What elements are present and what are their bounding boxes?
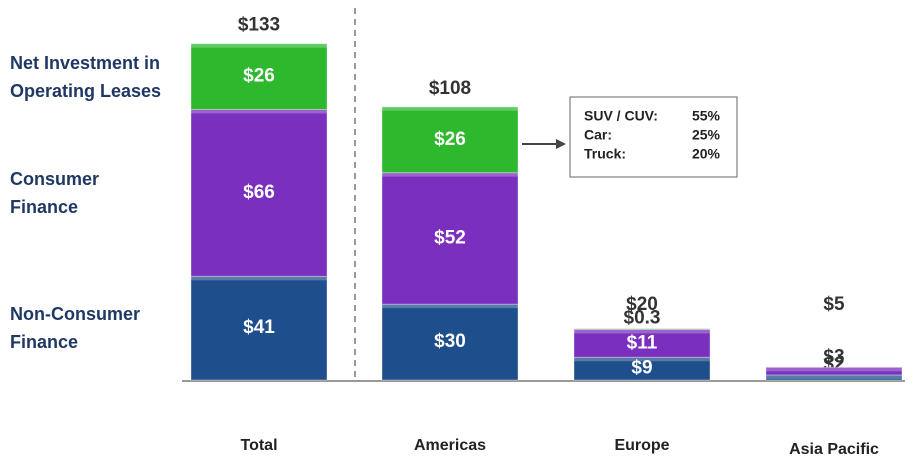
annotation-label: SUV / CUV:	[584, 108, 658, 124]
x-tick-label: Americas	[414, 437, 486, 454]
annotation-arrowhead	[556, 139, 566, 149]
data-label: $26	[434, 129, 466, 150]
bar-highlight	[574, 357, 710, 362]
total-label: $108	[429, 78, 471, 99]
bar-highlight	[574, 329, 710, 334]
bar-segment	[573, 328, 711, 330]
bar-highlight	[382, 106, 518, 111]
bar-segment	[381, 303, 519, 381]
data-label: $52	[434, 227, 466, 248]
data-label: $41	[243, 317, 275, 338]
bar-segment	[190, 275, 328, 381]
data-label: $0.3	[624, 308, 661, 329]
annotation-value: 25%	[692, 127, 721, 143]
annotation-box	[569, 96, 738, 178]
legend-label: Non-Consumer Finance	[10, 304, 140, 353]
data-label: $9	[631, 358, 652, 379]
bar-highlight	[382, 172, 518, 177]
annotation-label: Car:	[584, 127, 612, 143]
legend-label: Consumer Finance	[10, 168, 100, 217]
bar-segment	[190, 43, 328, 110]
bar-highlight	[382, 304, 518, 309]
bar-segment	[381, 106, 519, 174]
bar-segment	[573, 328, 711, 358]
legend-label: Net Investment in Operating Leases	[10, 52, 162, 101]
data-label: $66	[243, 182, 275, 203]
x-tick-label: Total	[240, 437, 277, 454]
x-tick-label: Asia Pacific	[789, 441, 879, 458]
bar-highlight	[766, 374, 902, 379]
bar-highlight	[766, 367, 902, 372]
total-label: $133	[238, 15, 280, 36]
data-label: $30	[434, 331, 466, 352]
data-label: $11	[627, 332, 658, 353]
annotation-value: 20%	[692, 146, 721, 162]
data-label: $3	[823, 346, 844, 367]
bar-highlight	[574, 328, 710, 330]
annotation-value: 55%	[692, 108, 721, 124]
bar-segment	[765, 366, 903, 376]
total-label: $5	[823, 294, 845, 315]
bar-segment	[190, 108, 328, 277]
annotation-label: Truck:	[584, 146, 626, 162]
total-label: $20	[626, 294, 658, 315]
bar-highlight	[191, 109, 327, 114]
x-tick-label: Europe	[614, 437, 669, 454]
bar-highlight	[191, 276, 327, 281]
data-label: $26	[243, 66, 275, 87]
bar-segment	[381, 172, 519, 305]
bar-highlight	[191, 43, 327, 48]
